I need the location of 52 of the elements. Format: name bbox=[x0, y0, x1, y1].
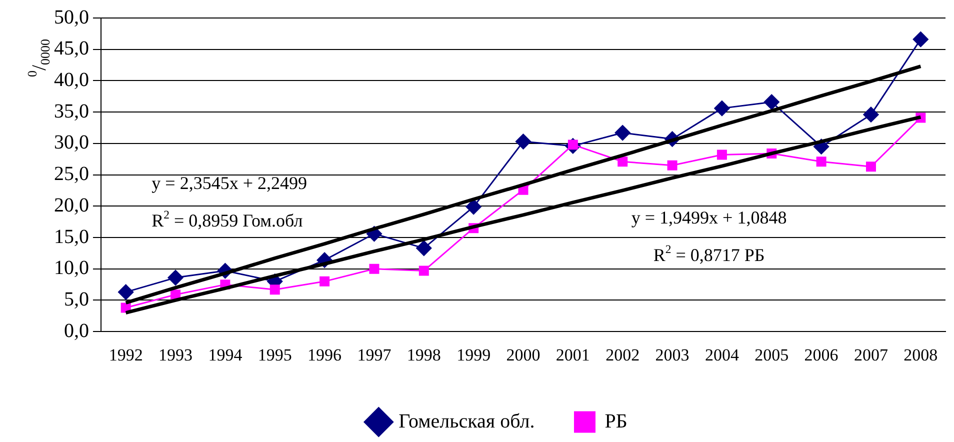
point bbox=[912, 32, 928, 48]
x-tick-label: 1999 bbox=[456, 345, 491, 364]
x-tick-label: 2002 bbox=[606, 345, 640, 364]
point bbox=[667, 160, 678, 170]
y-tick-label: 20,0 bbox=[54, 194, 89, 216]
y-tick-label: 45,0 bbox=[54, 38, 89, 60]
y-tick-label: 25,0 bbox=[54, 163, 89, 186]
x-tick-label: 1992 bbox=[108, 345, 143, 364]
x-tick-label: 2008 bbox=[904, 345, 938, 364]
x-tick-label: 1996 bbox=[308, 345, 342, 364]
point bbox=[716, 150, 727, 160]
annotation: y = 2,3545x + 2,2499 bbox=[152, 172, 307, 193]
point bbox=[618, 156, 628, 167]
point bbox=[466, 199, 482, 215]
x-tick-label: 2001 bbox=[556, 345, 590, 364]
x-tick-label: 2004 bbox=[704, 345, 740, 364]
y-tick-label: 10,0 bbox=[54, 257, 89, 280]
y-tick-label: 15,0 bbox=[54, 226, 89, 248]
point bbox=[866, 162, 876, 172]
point bbox=[118, 284, 134, 300]
x-tick-label: 1995 bbox=[258, 345, 292, 364]
y-axis-title: 0/0000 bbox=[24, 38, 52, 78]
y-tick-label: 0,0 bbox=[64, 320, 89, 342]
y-tick-label: 40,0 bbox=[54, 68, 89, 91]
point bbox=[863, 106, 879, 122]
point bbox=[320, 276, 330, 286]
point bbox=[369, 264, 380, 274]
legend-label: РБ bbox=[604, 410, 628, 432]
x-tick-label: 2000 bbox=[506, 345, 540, 364]
point bbox=[764, 94, 780, 110]
y-tick-label: 50,0 bbox=[54, 6, 89, 28]
legend-label: Гомельская обл. bbox=[398, 410, 535, 432]
x-tick-label: 1994 bbox=[208, 345, 243, 364]
point bbox=[816, 156, 826, 167]
x-tick-label: 2003 bbox=[655, 345, 690, 364]
point bbox=[714, 100, 730, 116]
y-tick-label: 30,0 bbox=[54, 132, 89, 154]
point bbox=[416, 240, 432, 256]
x-tick-label: 1998 bbox=[406, 345, 441, 364]
annotation: y = 1,9499x + 1,0848 bbox=[631, 207, 787, 228]
point bbox=[614, 125, 630, 141]
point bbox=[418, 266, 429, 276]
x-tick-label: 2007 bbox=[854, 345, 888, 364]
x-tick-label: 2006 bbox=[804, 345, 838, 364]
x-tick-label: 1993 bbox=[158, 345, 193, 364]
point bbox=[516, 134, 531, 150]
point bbox=[168, 270, 184, 286]
x-tick-label: 2005 bbox=[754, 345, 789, 364]
x-tick-label: 1997 bbox=[357, 345, 392, 364]
point bbox=[270, 284, 280, 295]
y-tick-label: 35,0 bbox=[54, 100, 89, 122]
y-tick-label: 5,0 bbox=[64, 288, 89, 310]
